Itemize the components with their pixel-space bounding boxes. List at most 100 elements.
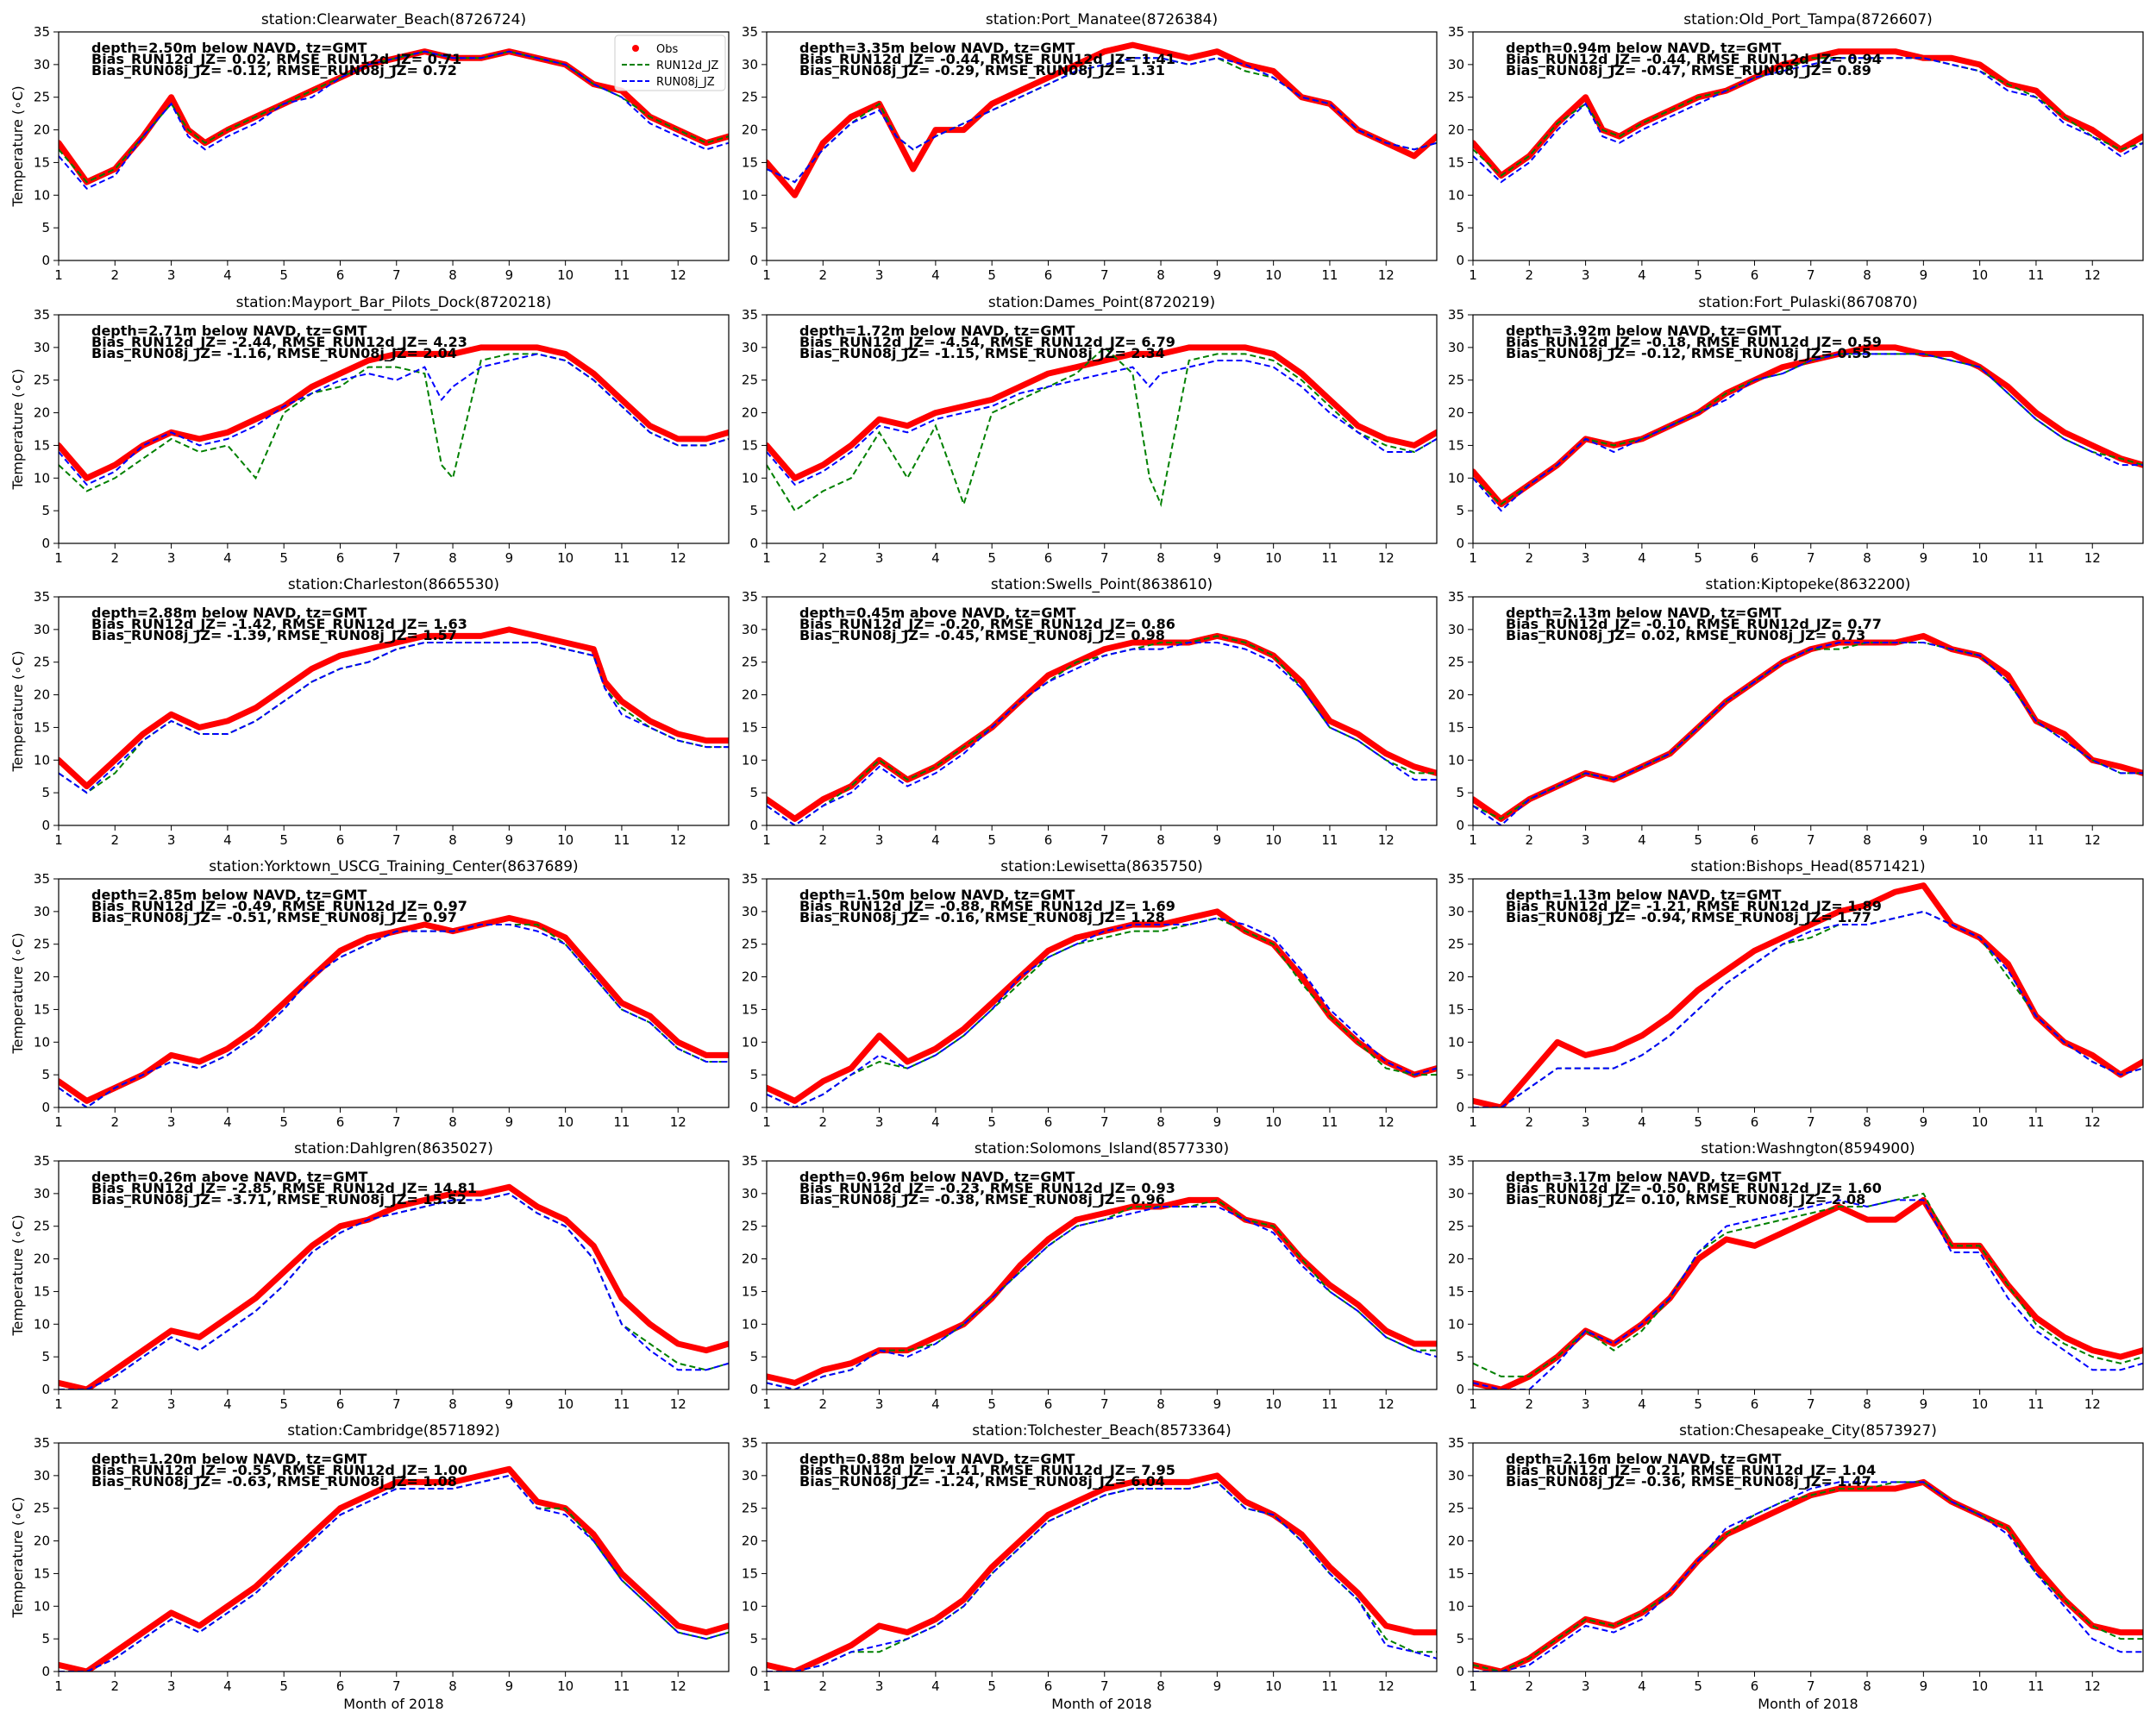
y-tick-label: 10: [1448, 187, 1464, 203]
y-tick-label: 15: [742, 1565, 758, 1581]
x-tick-label: 5: [1694, 1114, 1702, 1130]
x-tick-label: 3: [875, 267, 884, 283]
series-group: [767, 344, 1437, 512]
axes-frame: [766, 31, 1438, 261]
x-tick-label: 10: [1265, 550, 1282, 566]
plot-area: [767, 32, 1437, 260]
y-tick-label: 20: [34, 687, 50, 703]
x-tick-label: 6: [1751, 1396, 1759, 1412]
x-tick-label: 5: [1694, 1678, 1702, 1694]
y-tick-label: 35: [742, 871, 758, 887]
panels-grid: station:Clearwater_Beach(8726724)1 2 3 4 5 6 7…: [9, 11, 2144, 1712]
y-tick-label: 15: [742, 437, 758, 453]
plot-area: [1473, 879, 2143, 1107]
y-tick-label: 20: [34, 969, 50, 985]
x-tick-label: 12: [1378, 267, 1395, 283]
series-run08j: [1473, 353, 2143, 512]
series-group: [59, 1183, 729, 1389]
x-tick-label: 9: [1920, 267, 1928, 283]
stats-line: Bias_RUN08j_JZ= -0.47, RMSE_RUN08j_JZ= 0…: [1506, 62, 1871, 78]
y-tick-label: 25: [742, 373, 758, 388]
x-tick-label: 4: [1638, 1114, 1646, 1130]
x-tick-label: 1: [1469, 550, 1477, 566]
y-tick-label: 10: [742, 187, 758, 203]
x-tick-label: 9: [1213, 267, 1222, 283]
y-tick-label: 20: [1448, 1251, 1464, 1267]
x-tick-label: 8: [448, 550, 457, 566]
x-tick-label: 7: [1807, 1114, 1815, 1130]
series-obs: [59, 344, 729, 481]
panel-10: station:Yorktown_USCG_Training_Center(86…: [9, 858, 730, 1130]
x-tick-label: 9: [1213, 550, 1222, 566]
y-tick-label: 30: [742, 904, 758, 919]
series-run12d: [767, 346, 1437, 512]
y-axis-label: Temperature (∘C): [9, 932, 26, 1054]
y-tick-label: 15: [1448, 1283, 1464, 1299]
y-tick-label: 35: [34, 589, 50, 605]
y-tick-label: 15: [1448, 1001, 1464, 1017]
axes-frame: [58, 596, 730, 826]
axes-frame: [1472, 596, 2144, 826]
x-tick-label: 11: [613, 1678, 630, 1694]
x-tick-label: 1: [54, 1678, 63, 1694]
series-run12d: [1473, 1481, 2143, 1672]
x-tick-label: 3: [1582, 1114, 1590, 1130]
x-tick-label: 6: [336, 1114, 345, 1130]
y-tick-label: 10: [742, 1316, 758, 1332]
y-tick-label: 30: [34, 622, 50, 637]
x-tick-label: 6: [1751, 1114, 1759, 1130]
series-run08j: [1473, 1481, 2143, 1672]
stats-line: depth=2.50m below NAVD, tz=GMT: [91, 40, 367, 56]
x-tick-label: 12: [670, 1678, 686, 1694]
y-tick-label: 5: [749, 1349, 758, 1364]
x-tick-label: 11: [1321, 1396, 1338, 1412]
x-tick-label: 12: [670, 267, 686, 283]
x-tick-label: 4: [1638, 1678, 1646, 1694]
y-tick-label: 15: [34, 437, 50, 453]
x-tick-label: 9: [1213, 1396, 1222, 1412]
x-tick-label: 10: [1265, 832, 1282, 848]
y-tick-label: 5: [1456, 1349, 1464, 1364]
x-tick-label: 3: [1582, 1396, 1590, 1412]
x-tick-label: 12: [1378, 832, 1395, 848]
x-tick-label: 4: [223, 267, 232, 283]
axes-frame: [58, 1442, 730, 1672]
series-run12d: [1473, 57, 2143, 177]
series-group: [1473, 344, 2143, 512]
plot-area: [1473, 315, 2143, 543]
x-tick-label: 11: [613, 550, 630, 566]
stats-line: Bias_RUN12d_JZ= -0.44, RMSE_RUN12d_JZ= 0…: [1506, 51, 1882, 67]
panel-14: station:Solomons_Island(8577330)1 2 3 4 5 6 7 8…: [742, 1140, 1438, 1412]
y-tick-label: 25: [34, 90, 50, 105]
x-tick-label: 11: [2028, 1396, 2044, 1412]
y-tick-label: 30: [34, 57, 50, 72]
x-tick-label: 11: [613, 267, 630, 283]
series-group: [767, 41, 1437, 198]
x-tick-label: 4: [931, 550, 940, 566]
y-tick-label: 0: [1456, 818, 1464, 833]
x-tick-label: 2: [819, 267, 828, 283]
stats-line: depth=0.26m above NAVD, tz=GMT: [91, 1169, 367, 1185]
plot-area: [767, 879, 1437, 1107]
y-tick-label: 35: [742, 24, 758, 40]
y-tick-label: 35: [742, 1153, 758, 1169]
y-tick-label: 30: [1448, 904, 1464, 919]
y-tick-label: 15: [34, 154, 50, 170]
stats-line: Bias_RUN08j_JZ= -0.94, RMSE_RUN08j_JZ= 1…: [1506, 909, 1871, 925]
stats-line: Bias_RUN12d_JZ= -0.10, RMSE_RUN12d_JZ= 0…: [1506, 616, 1882, 632]
x-tick-label: 10: [557, 832, 573, 848]
x-tick-label: 8: [1863, 550, 1871, 566]
stats-line: Bias_RUN12d_JZ= 0.02, RMSE_RUN12d_JZ= 0.…: [91, 51, 461, 67]
y-tick-label: 35: [742, 1435, 758, 1451]
y-axis-label: Temperature (∘C): [9, 85, 26, 207]
y-tick-label: 0: [749, 1100, 758, 1115]
series-run08j: [59, 1474, 729, 1672]
stats-line: depth=1.13m below NAVD, tz=GMT: [1506, 887, 1781, 903]
panel-title: station:Dames_Point(8720219): [988, 294, 1215, 311]
panel-3: station:Old_Port_Tampa(8726607)1 2 3 4 5 6 7 8 9…: [1448, 11, 2144, 283]
x-tick-label: 4: [223, 1396, 232, 1412]
stats-line: depth=0.45m above NAVD, tz=GMT: [799, 605, 1075, 621]
y-tick-label: 10: [1448, 1316, 1464, 1332]
x-tick-label: 1: [762, 550, 771, 566]
x-tick-label: 2: [1526, 267, 1534, 283]
